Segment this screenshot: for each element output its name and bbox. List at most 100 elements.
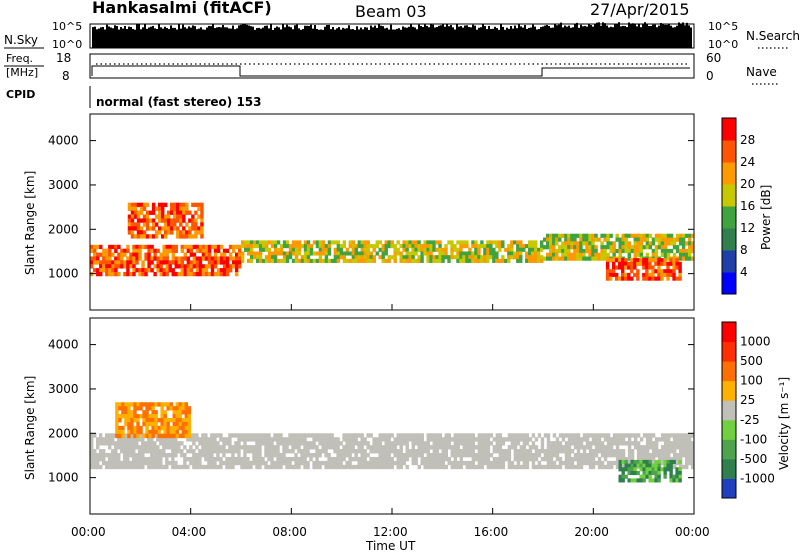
- heatmap-cell: [600, 245, 604, 250]
- heatmap-cell: [675, 456, 680, 462]
- heatmap-cell: [435, 433, 439, 438]
- heatmap-cell: [255, 445, 259, 450]
- heatmap-cell: [145, 226, 150, 231]
- heatmap-cell: [192, 260, 197, 265]
- colorbar-segment: [722, 400, 736, 421]
- heatmap-cell: [366, 464, 370, 470]
- heatmap-cell: [124, 410, 128, 415]
- heatmap-cell: [426, 445, 430, 450]
- heatmap-cell: [462, 453, 467, 458]
- heatmap-cell: [282, 251, 287, 256]
- heatmap-cell: [540, 449, 545, 454]
- heatmap-cell: [231, 456, 235, 462]
- heatmap-cell: [627, 453, 632, 458]
- sky-bar: [172, 27, 174, 48]
- heatmap-cell: [531, 240, 535, 245]
- heatmap-cell: [531, 258, 535, 263]
- heatmap-cell: [540, 255, 544, 260]
- heatmap-cell: [396, 460, 400, 466]
- heatmap-cell: [663, 474, 667, 479]
- heatmap-cell: [423, 240, 427, 245]
- heatmap-cell: [465, 460, 470, 466]
- heatmap-cell: [606, 441, 611, 446]
- heatmap-cell: [144, 252, 148, 257]
- heatmap-cell: [504, 437, 509, 442]
- heatmap-cell: [127, 418, 131, 423]
- heatmap-cell: [213, 437, 217, 442]
- heatmap-cell: [519, 240, 523, 245]
- heatmap-cell: [594, 233, 598, 238]
- heatmap-cell: [570, 437, 575, 442]
- nave-tick-top: 60: [706, 51, 721, 65]
- heatmap-cell: [648, 459, 652, 464]
- heatmap-cell: [600, 233, 604, 238]
- sky-bar: [494, 26, 496, 48]
- heatmap-cell: [567, 245, 571, 250]
- heatmap-cell: [648, 467, 652, 472]
- heatmap-cell: [279, 456, 283, 462]
- heatmap-cell: [384, 464, 388, 470]
- heatmap-cell: [93, 464, 97, 470]
- sky-bar: [152, 25, 154, 48]
- heatmap-cell: [273, 255, 278, 260]
- heatmap-cell: [142, 230, 147, 235]
- heatmap-cell: [154, 410, 158, 415]
- sky-bar: [646, 24, 648, 48]
- heatmap-cell: [582, 237, 586, 242]
- heatmap-cell: [360, 251, 364, 256]
- heatmap-cell: [642, 467, 646, 472]
- heatmap-cell: [345, 258, 350, 263]
- heatmap-cell: [303, 240, 308, 245]
- heatmap-cell: [462, 240, 466, 245]
- heatmap-cell: [663, 470, 667, 476]
- heatmap-cell: [170, 226, 174, 231]
- sky-bar: [526, 28, 528, 48]
- heatmap-cell: [198, 268, 203, 273]
- heatmap-cell: [636, 261, 640, 266]
- heatmap-cell: [165, 456, 169, 462]
- velocity-heatmap: [90, 402, 695, 483]
- heatmap-cell: [126, 268, 130, 273]
- heatmap-cell: [534, 258, 538, 263]
- heatmap-cell: [181, 429, 186, 435]
- heatmap-cell: [130, 429, 134, 435]
- sky-bar: [338, 27, 340, 48]
- heatmap-cell: [582, 433, 587, 438]
- heatmap-cell: [618, 456, 623, 462]
- heatmap-cell: [633, 233, 638, 238]
- sky-bar: [514, 25, 516, 48]
- heatmap-cell: [672, 445, 677, 450]
- heatmap-cell: [123, 453, 127, 458]
- heatmap-cell: [168, 441, 172, 446]
- heatmap-cell: [501, 456, 506, 462]
- heatmap-cell: [170, 222, 174, 227]
- heatmap-cell: [678, 464, 683, 470]
- heatmap-cell: [474, 255, 478, 260]
- heatmap-cell: [465, 441, 470, 446]
- heatmap-cell: [360, 453, 364, 458]
- heatmap-cell: [375, 460, 379, 466]
- heatmap-cell: [216, 449, 220, 454]
- heatmap-cell: [207, 244, 212, 250]
- heatmap-cell: [285, 445, 289, 450]
- heatmap-cell: [648, 445, 653, 450]
- heatmap-cell: [378, 240, 382, 245]
- heatmap-cell: [411, 244, 415, 249]
- heatmap-cell: [396, 456, 400, 462]
- heatmap-cell: [192, 256, 197, 261]
- heatmap-cell: [672, 449, 677, 454]
- heatmap-cell: [132, 264, 136, 269]
- heatmap-cell: [471, 464, 476, 470]
- heatmap-cell: [363, 247, 367, 252]
- sky-bar: [576, 22, 578, 48]
- heatmap-cell: [672, 237, 677, 242]
- heatmap-cell: [261, 258, 266, 263]
- heatmap-cell: [498, 433, 503, 438]
- heatmap-cell: [126, 271, 130, 277]
- heatmap-cell: [690, 441, 695, 446]
- heatmap-cell: [178, 421, 183, 427]
- sky-bar: [112, 28, 114, 48]
- heatmap-cell: [133, 206, 138, 211]
- heatmap-cell: [147, 252, 151, 257]
